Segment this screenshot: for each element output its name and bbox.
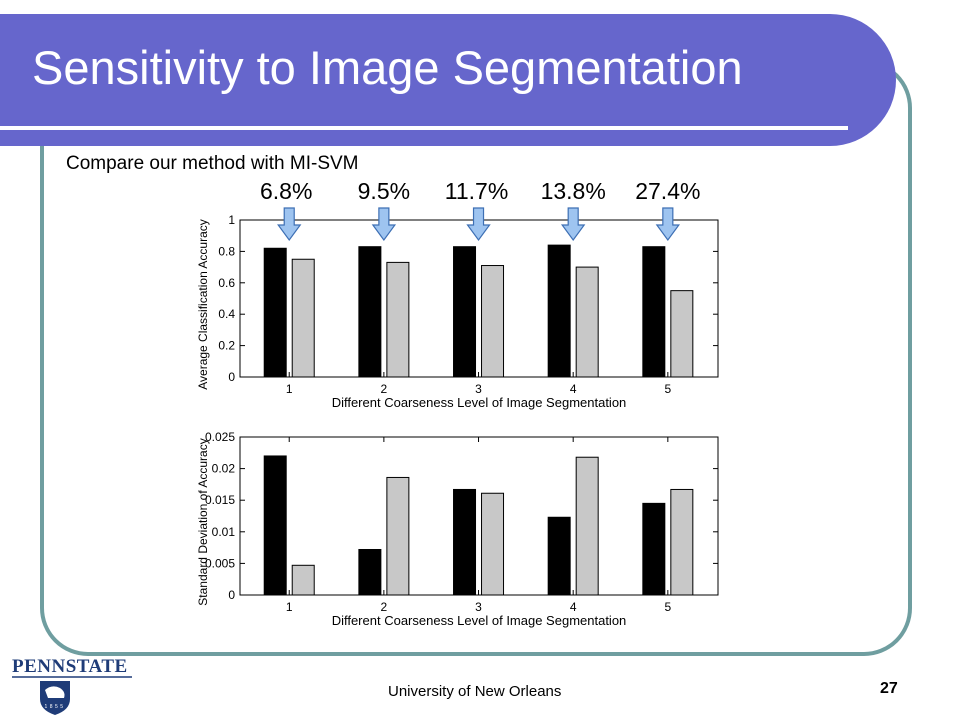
accuracy-bar-s1-1 — [263, 247, 287, 378]
title-band — [0, 14, 896, 146]
improvement-label: 11.7% — [445, 178, 509, 204]
accuracy-bar-s1-2 — [358, 246, 382, 378]
penn-state-logo: PENNSTATE 1855 — [12, 656, 132, 715]
accuracy-bar-s1-3 — [453, 246, 477, 378]
stddev-bar-s2-4 — [575, 456, 599, 596]
accuracy-bar-s2-3 — [481, 265, 505, 378]
accuracy-xtick-label: 3 — [475, 382, 482, 396]
title-underline — [0, 126, 848, 130]
stddev-xtick-label: 4 — [570, 600, 577, 614]
stddev-ytick-label: 0.015 — [205, 493, 235, 507]
improvement-label: 13.8% — [541, 178, 606, 204]
arrow-down-icon — [277, 207, 302, 242]
stddev-ytick-label: 0.005 — [205, 556, 235, 570]
accuracy-bar-s1-5 — [642, 246, 666, 378]
accuracy-ytick-label: 0.2 — [218, 339, 235, 353]
stddev-bar-s2-1 — [291, 564, 315, 596]
accuracy-ytick-label: 0.8 — [218, 244, 235, 258]
accuracy-xtick-label: 1 — [286, 382, 293, 396]
stddev-ytick-label: 0 — [228, 588, 235, 602]
stddev-ytick-label: 0.025 — [205, 430, 235, 444]
accuracy-bar-s2-5 — [670, 290, 694, 378]
stddev-ytick-label: 0.01 — [212, 525, 236, 539]
stddev-ytick-label: 0.02 — [212, 462, 236, 476]
arrow-down-icon — [371, 207, 397, 242]
stddev-xlabel: Different Coarseness Level of Image Segm… — [332, 613, 627, 628]
stddev-xtick-label: 1 — [286, 600, 293, 614]
logo-lion-icon — [45, 686, 65, 698]
accuracy-bar-s2-2 — [386, 261, 410, 378]
footer-text: University of New Orleans — [388, 683, 562, 700]
stddev-xtick-label: 5 — [664, 600, 671, 614]
stddev-bar-s1-2 — [358, 548, 382, 596]
accuracy-xtick-label: 4 — [570, 382, 577, 396]
arrow-down-icon — [655, 207, 681, 242]
logo-wordmark: PENNSTATE — [12, 656, 128, 677]
accuracy-ytick-label: 0.4 — [218, 307, 235, 321]
stddev-bar-s2-5 — [670, 488, 694, 596]
stddev-ylabel: Standard Deviation of Accuracy — [196, 438, 210, 605]
improvement-label: 9.5% — [358, 178, 410, 204]
accuracy-xtick-label: 5 — [664, 382, 671, 396]
bar-charts: 0 0.2 0.4 0.6 0.8 1 1 2 3 4 5 Different Coarseness … — [196, 178, 719, 628]
accuracy-bar-s1-4 — [547, 244, 571, 378]
stddev-bar-s1-5 — [642, 502, 666, 596]
accuracy-xlabel: Different Coarseness Level of Image Segm… — [332, 395, 627, 410]
stddev-xtick-label: 2 — [381, 600, 388, 614]
accuracy-xtick-label: 2 — [381, 382, 388, 396]
stddev-bar-s2-2 — [386, 476, 410, 596]
slide-title: Sensitivity to Image Segmentation — [32, 41, 743, 94]
accuracy-ytick-label: 0 — [228, 370, 235, 384]
accuracy-bar-s2-4 — [575, 266, 599, 378]
stddev-bar-s1-4 — [547, 516, 571, 596]
page-number: 27 — [880, 680, 898, 697]
arrow-down-icon — [466, 207, 491, 242]
logo-year: 1855 — [44, 704, 65, 710]
accuracy-ytick-label: 1 — [228, 213, 235, 227]
improvement-label: 6.8% — [260, 178, 312, 204]
accuracy-ytick-label: 0.6 — [218, 276, 235, 290]
arrow-down-icon — [560, 207, 586, 242]
accuracy-ylabel: Average Classification Accuracy — [196, 219, 210, 390]
accuracy-bar-s2-1 — [291, 258, 315, 378]
improvement-label: 27.4% — [635, 178, 700, 204]
stddev-bar-s1-3 — [453, 488, 477, 596]
slide-subtitle: Compare our method with MI-SVM — [66, 153, 359, 174]
stddev-bar-s2-3 — [481, 492, 505, 596]
stddev-xtick-label: 3 — [475, 600, 482, 614]
stddev-bar-s1-1 — [263, 455, 287, 596]
